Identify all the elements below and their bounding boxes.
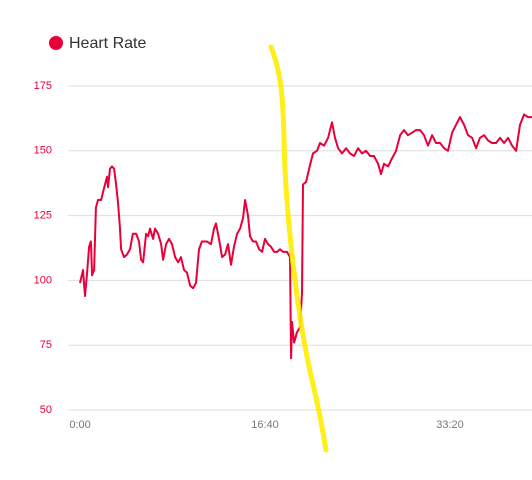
x-tick-label: 33:20: [436, 419, 464, 431]
y-tick-label: 100: [34, 274, 52, 286]
highlighter-stroke: [268, 44, 329, 453]
y-tick-label: 125: [34, 210, 52, 222]
legend-label: Heart Rate: [69, 35, 146, 52]
x-tick-label: 0:00: [69, 419, 90, 431]
x-tick-label: 16:40: [251, 419, 279, 431]
y-tick-label: 50: [40, 404, 52, 416]
legend-marker: [49, 36, 63, 50]
y-tick-label: 150: [34, 145, 52, 157]
y-tick-label: 75: [40, 339, 52, 351]
y-tick-label: 175: [34, 80, 52, 92]
line-series: [79, 113, 532, 360]
